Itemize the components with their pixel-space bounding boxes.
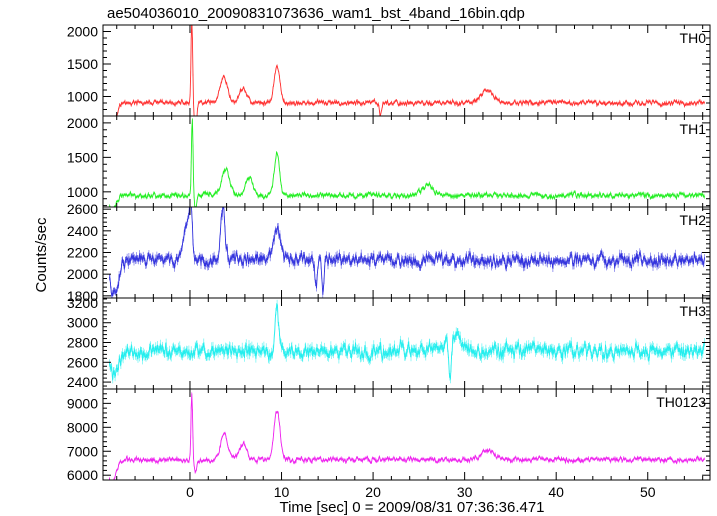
y-tick-label: 2000 — [67, 24, 98, 40]
y-tick-label: 6000 — [67, 467, 98, 483]
x-tick-label: 0 — [186, 484, 194, 500]
panel-th0: 1000 1500 2000 TH0 — [67, 24, 711, 117]
y-tick-label: 2600 — [67, 354, 98, 370]
series-line-th2 — [109, 207, 705, 297]
panel-frame — [102, 388, 711, 481]
series-line-th0 — [115, 25, 705, 116]
y-tick-label: 2600 — [67, 201, 98, 217]
y-tick-label: 2400 — [67, 223, 98, 239]
error-bars — [109, 299, 705, 384]
y-tick-label: 8000 — [67, 419, 98, 435]
light-curve-th3 — [108, 299, 705, 384]
y-tick-label: 9000 — [67, 395, 98, 411]
y-tick-label: 1000 — [67, 184, 98, 200]
light-curve-th2 — [109, 207, 705, 298]
y-tick-label: 2800 — [67, 335, 98, 351]
light-curve-th0 — [115, 25, 705, 116]
y-tick-label: 1500 — [67, 149, 98, 165]
y-tick-label: 1000 — [67, 89, 98, 105]
error-bars — [109, 207, 705, 298]
panel-label-th1: TH1 — [680, 121, 707, 137]
chart-title: ae504036010_20090831073636_wam1_bst_4ban… — [107, 5, 525, 22]
y-tick-label: 2200 — [67, 245, 98, 261]
panel-label-th2: TH2 — [680, 212, 707, 228]
light-curve-th1 — [108, 118, 705, 207]
panel-label-th0: TH0 — [680, 30, 707, 46]
panel-th2: 1800 2000 2200 2400 2600 TH2 — [67, 201, 711, 304]
light-curve-th0123 — [108, 392, 705, 480]
panel-th1: 1000 1500 2000 TH1 — [67, 115, 711, 208]
y-tick-label: 1500 — [67, 56, 98, 72]
panel-frame — [102, 297, 711, 390]
panel-label-th0123: TH0123 — [656, 394, 706, 410]
series-line-th3 — [108, 303, 705, 380]
y-axis-label: Counts/sec — [33, 217, 50, 293]
y-tick-label: 2000 — [67, 266, 98, 282]
y-tick-label: 3200 — [67, 295, 98, 311]
x-tick-label: 20 — [365, 484, 381, 500]
x-axis-label: Time [sec] 0 = 2009/08/31 07:36:36.471 — [279, 499, 544, 516]
x-tick-label: 50 — [640, 484, 656, 500]
y-tick-label: 2000 — [67, 115, 98, 131]
error-bars — [115, 37, 705, 116]
series-line-th1 — [108, 119, 705, 207]
y-tick-label: 2400 — [67, 374, 98, 390]
panel-th3: 2400 2600 2800 3000 3200 TH3 — [67, 295, 711, 390]
x-tick-label: 30 — [457, 484, 473, 500]
series-line-th0123 — [108, 393, 705, 480]
y-tick-label: 7000 — [67, 443, 98, 459]
y-tick-label: 1800 — [67, 288, 98, 304]
x-tick-label: 10 — [274, 484, 290, 500]
x-tick-label: 40 — [548, 484, 564, 500]
error-bars — [109, 392, 705, 480]
panel-label-th3: TH3 — [680, 303, 707, 319]
panels-group: 1000 1500 2000 TH0 1000 1500 2000 TH1 1800 2000 22… — [67, 24, 711, 500]
y-tick-label: 3000 — [67, 315, 98, 331]
panel-th0123: 6000 7000 8000 9000 TH0123 — [67, 388, 711, 483]
